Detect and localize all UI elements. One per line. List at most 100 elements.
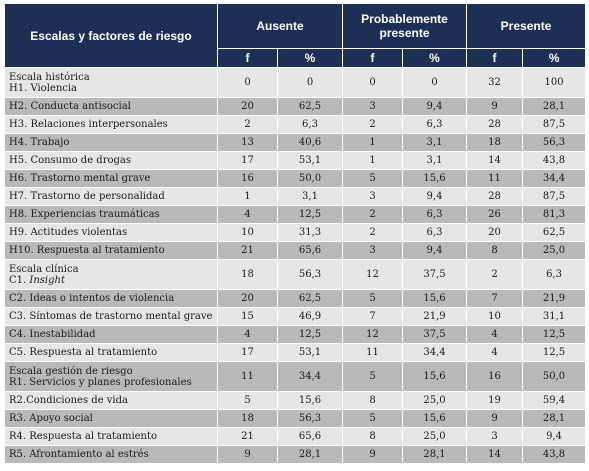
ausente-f-cell: 10 [217,223,278,242]
factor-label-text: H1. Violencia [9,82,78,94]
factor-label-text: H3. Relaciones interpersonales [9,119,168,130]
probable-f-cell: 5 [342,409,403,428]
probable-f-cell: 12 [342,325,403,344]
ausente-f-cell: 2 [217,115,278,134]
probable-percent-cell: 34,4 [401,343,468,362]
table-row: H2. Conducta antisocial 20 62,5 3 9,4 9 28,1 [4,97,587,116]
probable-f-cell: 0 [342,67,403,98]
factor-label-text: R1. Servicios y planes profesionales [9,376,192,388]
ausente-f-cell: 18 [217,259,278,290]
table-row: Escala gestión de riesgo R1. Servicios y … [4,361,587,392]
ausente-f-cell: 20 [217,289,278,308]
factor-name-cell: H3. Relaciones interpersonales [4,115,218,134]
ausente-percent-cell: 53,1 [277,343,343,362]
probable-f-cell: 9 [342,445,403,464]
factor-label-text: C1. [9,274,30,286]
factor-name-cell: H6. Trastorno mental grave [4,169,218,188]
probable-percent-cell: 0 [401,67,468,98]
factor-label-text: H8. Experiencias traumáticas [9,209,160,220]
presente-percent-cell: 43,8 [522,151,587,170]
factor-label-text: H4. Trabajo [9,137,70,148]
probable-f-cell: 3 [342,97,403,116]
probable-f-cell: 12 [342,259,403,290]
factor-label: H9. Actitudes violentas [9,227,215,238]
ausente-percent-cell: 31,3 [277,223,343,242]
factor-name-cell: Escala clínica C1. Insight [4,259,218,290]
presente-percent-cell: 28,1 [522,409,587,428]
table-row: H6. Trastorno mental grave 16 50,0 5 15,6 11 3… [4,169,587,188]
probable-f-cell: 2 [342,205,403,224]
probable-f-cell: 7 [342,307,403,326]
ausente-f-cell: 4 [217,325,278,344]
header-group-ausente: Ausente [217,3,343,49]
factor-label: R1. Servicios y planes profesionales [9,377,215,388]
factor-label: C1. Insight [9,275,215,286]
ausente-f-cell: 0 [217,67,278,98]
probable-f-cell: 3 [342,241,403,260]
ausente-percent-cell: 65,6 [277,241,343,260]
ausente-percent-cell: 12,5 [277,325,343,344]
presente-percent-cell: 43,8 [522,445,587,464]
probable-percent-cell: 37,5 [401,325,468,344]
ausente-percent-cell: 46,9 [277,307,343,326]
header-sub-percent: % [522,48,587,68]
probable-percent-cell: 3,1 [401,151,468,170]
table-row: H5. Consumo de drogas 17 53,1 1 3,1 14 43,8 [4,151,587,170]
presente-percent-cell: 59,4 [522,391,587,410]
factor-name-cell: C4. Inestabilidad [4,325,218,344]
factor-name-cell: C5. Respuesta al tratamiento [4,343,218,362]
factor-name-cell: H8. Experiencias traumáticas [4,205,218,224]
ausente-percent-cell: 34,4 [277,361,343,392]
probable-percent-cell: 6,3 [401,223,468,242]
probable-percent-cell: 25,0 [401,391,468,410]
presente-f-cell: 16 [466,361,524,392]
presente-f-cell: 32 [466,67,524,98]
presente-f-cell: 3 [466,427,524,446]
presente-f-cell: 11 [466,169,524,188]
probable-percent-cell: 6,3 [401,205,468,224]
table-body: Escala histórica H1. Violencia 0 0 0 0 32 100 H2… [4,67,587,464]
factor-label: H2. Conducta antisocial [9,101,215,112]
ausente-percent-cell: 53,1 [277,151,343,170]
ausente-f-cell: 4 [217,205,278,224]
factor-label: C5. Respuesta al tratamiento [9,347,215,358]
header-sub-f: f [466,48,524,68]
factor-label: H4. Trabajo [9,137,215,148]
header-group-probablemente-presente: Probablemente presente [341,3,468,49]
ausente-percent-cell: 62,5 [277,289,343,308]
presente-f-cell: 28 [466,115,524,134]
factor-label: R4. Respuesta al tratamiento [9,431,215,442]
factor-name-cell: C3. Síntomas de trastorno mental grave [4,307,218,326]
ausente-f-cell: 18 [217,409,278,428]
table-row: C5. Respuesta al tratamiento 17 53,1 11 34,4… [4,343,587,362]
ausente-percent-cell: 15,6 [277,391,343,410]
factor-label-text: H2. Conducta antisocial [9,101,131,112]
factor-label: H1. Violencia [9,83,215,94]
factor-name-cell: H9. Actitudes violentas [4,223,218,242]
presente-percent-cell: 50,0 [522,361,587,392]
factor-name-cell: H5. Consumo de drogas [4,151,218,170]
presente-f-cell: 10 [466,307,524,326]
table-row: C4. Inestabilidad 4 12,5 12 37,5 4 12,5 [4,325,587,344]
presente-f-cell: 7 [466,289,524,308]
probable-f-cell: 5 [342,361,403,392]
table-row: Escala histórica H1. Violencia 0 0 0 0 32 100 [4,67,587,98]
probable-f-cell: 2 [342,223,403,242]
factor-name-cell: R3. Apoyo social [4,409,218,428]
probable-percent-cell: 15,6 [401,289,468,308]
presente-f-cell: 20 [466,223,524,242]
ausente-f-cell: 17 [217,151,278,170]
factor-label-text: H9. Actitudes violentas [9,227,128,238]
presente-percent-cell: 31,1 [522,307,587,326]
ausente-f-cell: 13 [217,133,278,152]
factor-name-cell: H2. Conducta antisocial [4,97,218,116]
factor-label: H10. Respuesta al tratamiento [9,245,215,256]
ausente-f-cell: 5 [217,391,278,410]
header-sub-percent: % [401,48,468,68]
header-sub-f: f [217,48,278,68]
factor-name-cell: Escala histórica H1. Violencia [4,67,218,98]
factor-label-text: R2.Condiciones de vida [9,395,128,406]
factor-name-cell: H4. Trabajo [4,133,218,152]
factor-label: H6. Trastorno mental grave [9,173,215,184]
probable-percent-cell: 9,4 [401,187,468,206]
